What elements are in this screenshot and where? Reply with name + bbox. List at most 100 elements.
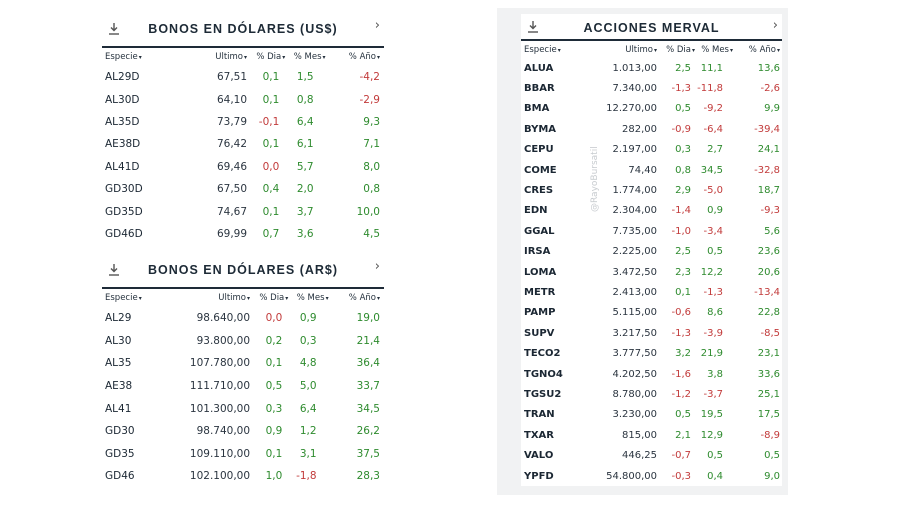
cell-dia: -0,9	[671, 123, 691, 135]
column-header-dia[interactable]: % Dia▾	[256, 52, 286, 62]
cell-especie: BYMA	[524, 123, 557, 135]
column-header-dia[interactable]: % Dia▾	[666, 44, 695, 55]
download-icon[interactable]	[108, 263, 120, 277]
cell-especie: ALUA	[524, 62, 554, 74]
column-header-especie[interactable]: Especie▾	[105, 52, 142, 62]
cell-ultimo: 1.774,00	[612, 185, 657, 197]
cell-ultimo: 98.640,00	[196, 312, 251, 325]
bonos-usd-panel: BONOS EN DÓLARES (US$) › Especie▾ Ultimo…	[102, 14, 384, 246]
cell-mes: 3,7	[296, 205, 314, 218]
cell-dia: -1,3	[671, 327, 691, 339]
header-divider	[102, 287, 384, 289]
cell-mes: 12,9	[700, 429, 723, 441]
cell-mes: -5,0	[703, 185, 723, 197]
table-row[interactable]: GD30 98.740,00 0,9 1,2 26,2	[102, 420, 384, 443]
cell-mes: 21,9	[700, 348, 723, 360]
cell-ultimo: 98.740,00	[196, 425, 251, 438]
table-row[interactable]: SUPV 3.217,50 -1,3 -3,9 -8,5	[521, 323, 782, 343]
table-row[interactable]: CEPU 2.197,00 0,3 2,7 24,1	[521, 140, 782, 160]
cell-mes: 6,4	[299, 402, 317, 415]
cell-mes: 5,0	[299, 380, 317, 393]
table-row[interactable]: AL41 101.300,00 0,3 6,4 34,5	[102, 397, 384, 420]
cell-anio: 17,5	[757, 409, 780, 421]
cell-mes: 6,1	[296, 138, 314, 151]
chevron-right-icon[interactable]: ›	[374, 18, 380, 33]
download-icon[interactable]	[108, 22, 120, 36]
table-row[interactable]: COME 74,40 0,8 34,5 -32,8	[521, 160, 782, 180]
column-header-dia[interactable]: % Dia▾	[259, 293, 289, 303]
cell-mes: 0,3	[299, 334, 317, 347]
table-row[interactable]: CRES 1.774,00 2,9 -5,0 18,7	[521, 180, 782, 200]
table-row[interactable]: METR 2.413,00 0,1 -1,3 -13,4	[521, 282, 782, 302]
table-row[interactable]: TRAN 3.230,00 0,5 19,5 17,5	[521, 405, 782, 425]
table-row[interactable]: BMA 12.270,00 0,5 -9,2 9,9	[521, 99, 782, 119]
table-row[interactable]: YPFD 54.800,00 -0,3 0,4 9,0	[521, 466, 782, 486]
column-header-anio[interactable]: % Año▾	[748, 44, 780, 55]
table-row[interactable]: GGAL 7.735,00 -1,0 -3,4 5,6	[521, 221, 782, 241]
table-row[interactable]: EDN 2.304,00 -1,4 0,9 -9,3	[521, 201, 782, 221]
column-header-anio[interactable]: % Año▾	[348, 293, 380, 303]
table-row[interactable]: BBAR 7.340,00 -1,3 -11,8 -2,6	[521, 78, 782, 98]
table-row[interactable]: AE38D 76,42 0,1 6,1 7,1	[102, 133, 384, 155]
bonos-ars-panel: BONOS EN DÓLARES (AR$) › Especie▾ Ultimo…	[102, 255, 384, 488]
panel-title: BONOS EN DÓLARES (US$)	[148, 22, 338, 36]
table-row[interactable]: AL30D 64,10 0,1 0,8 -2,9	[102, 88, 384, 110]
table-row[interactable]: AL29D 67,51 0,1 1,5 -4,2	[102, 66, 384, 88]
table-row[interactable]: ALUA 1.013,00 2,5 11,1 13,6	[521, 58, 782, 78]
column-header-mes[interactable]: % Mes▾	[701, 44, 733, 55]
table-row[interactable]: GD35 109.110,00 0,1 3,1 37,5	[102, 443, 384, 466]
table-row[interactable]: GD46 102.100,00 1,0 -1,8 28,3	[102, 465, 384, 488]
table-row[interactable]: AL41D 69,46 0,0 5,7 8,0	[102, 156, 384, 178]
table-row[interactable]: TGNO4 4.202,50 -1,6 3,8 33,6	[521, 364, 782, 384]
cell-anio: 28,3	[356, 470, 380, 483]
cell-anio: 5,6	[764, 225, 780, 237]
quotes-table: Especie▾ Ultimo▾ % Dia▾ % Mes▾ % Año▾ AL…	[521, 41, 782, 486]
cell-anio: -2,9	[359, 93, 381, 106]
column-header-mes[interactable]: % Mes▾	[296, 293, 329, 303]
cell-mes: 2,7	[707, 144, 723, 156]
table-row[interactable]: AE38 111.710,00 0,5 5,0 33,7	[102, 375, 384, 398]
chevron-right-icon[interactable]: ›	[772, 18, 778, 33]
table-row[interactable]: LOMA 3.472,50 2,3 12,2 20,6	[521, 262, 782, 282]
cell-ultimo: 64,10	[216, 93, 248, 106]
table-row[interactable]: GD46D 69,99 0,7 3,6 4,5	[102, 223, 384, 245]
table-row[interactable]: GD35D 74,67 0,1 3,7 10,0	[102, 200, 384, 222]
chevron-right-icon[interactable]: ›	[374, 259, 380, 274]
table-row[interactable]: AL35 107.780,00 0,1 4,8 36,4	[102, 352, 384, 375]
cell-ultimo: 7.735,00	[612, 225, 657, 237]
cell-anio: -13,4	[754, 286, 780, 298]
table-row[interactable]: AL35D 73,79 -0,1 6,4 9,3	[102, 111, 384, 133]
column-header-ultimo[interactable]: Ultimo▾	[218, 293, 251, 303]
column-header-ultimo[interactable]: Ultimo▾	[625, 44, 657, 55]
table-row[interactable]: PAMP 5.115,00 -0,6 8,6 22,8	[521, 303, 782, 323]
table-row[interactable]: TECO2 3.777,50 3,2 21,9 23,1	[521, 343, 782, 363]
table-row[interactable]: TXAR 815,00 2,1 12,9 -8,9	[521, 425, 782, 445]
cell-dia: 0,3	[265, 402, 283, 415]
panel-title: ACCIONES MERVAL	[583, 21, 720, 35]
cell-ultimo: 3.230,00	[612, 409, 657, 421]
table-row[interactable]: GD30D 67,50 0,4 2,0 0,8	[102, 178, 384, 200]
column-header-especie[interactable]: Especie▾	[524, 44, 561, 55]
cell-especie: TRAN	[524, 409, 555, 421]
cell-dia: -1,6	[671, 368, 691, 380]
cell-especie: IRSA	[524, 246, 551, 258]
column-header-ultimo[interactable]: Ultimo▾	[215, 52, 248, 62]
table-row[interactable]: AL29 98.640,00 0,0 0,9 19,0	[102, 307, 384, 330]
cell-anio: 36,4	[356, 357, 380, 370]
table-row[interactable]: BYMA 282,00 -0,9 -6,4 -39,4	[521, 119, 782, 139]
table-row[interactable]: AL30 93.800,00 0,2 0,3 21,4	[102, 330, 384, 353]
table-row[interactable]: TGSU2 8.780,00 -1,2 -3,7 25,1	[521, 384, 782, 404]
column-header-especie[interactable]: Especie▾	[105, 293, 142, 303]
column-header-anio[interactable]: % Año▾	[348, 52, 380, 62]
table-header-row: Especie▾ Ultimo▾ % Dia▾ % Mes▾ % Año▾	[102, 48, 384, 66]
table-row[interactable]: VALO 446,25 -0,7 0,5 0,5	[521, 445, 782, 465]
cell-especie: LOMA	[524, 266, 557, 278]
cell-ultimo: 8.780,00	[612, 388, 657, 400]
cell-mes: 19,5	[700, 409, 723, 421]
cell-especie: CRES	[524, 185, 554, 197]
cell-mes: -1,8	[296, 470, 317, 483]
table-row[interactable]: IRSA 2.225,00 2,5 0,5 23,6	[521, 242, 782, 262]
cell-anio: -8,5	[760, 327, 780, 339]
column-header-mes[interactable]: % Mes▾	[293, 52, 326, 62]
download-icon[interactable]	[527, 20, 539, 34]
